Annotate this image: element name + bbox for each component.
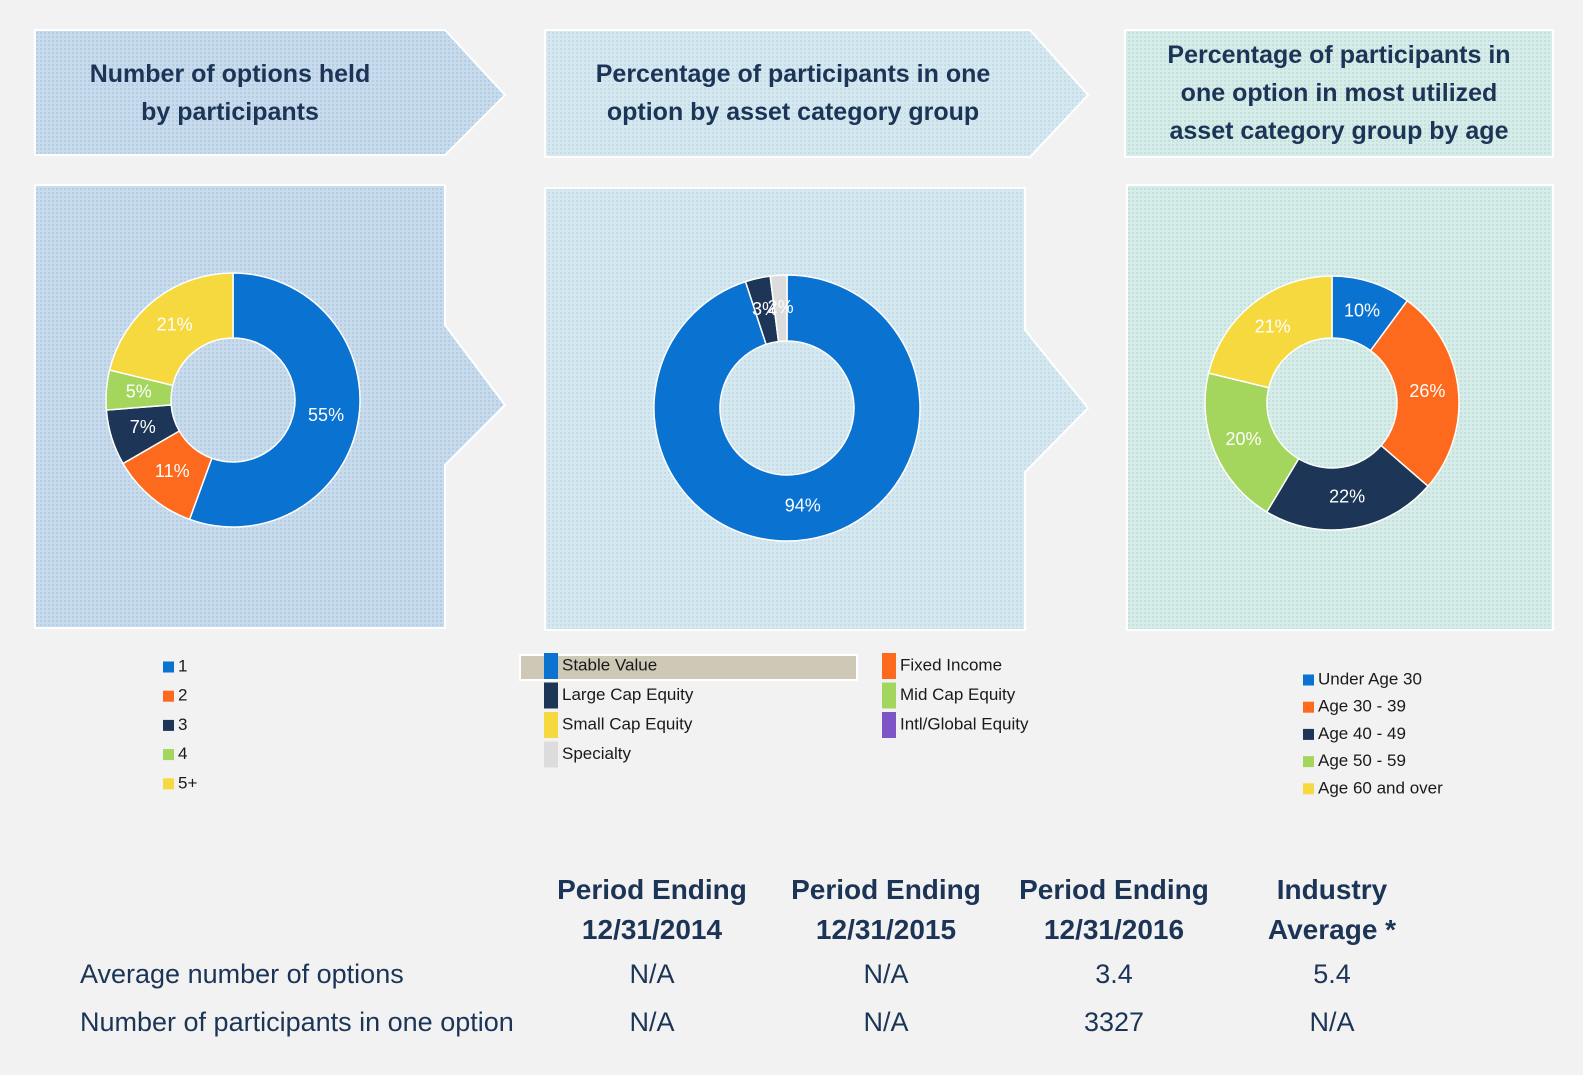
table-cell: N/A [863,959,908,989]
legend-label: Large Cap Equity [562,685,694,704]
data-label: 21% [1255,316,1291,336]
donut-slice [1207,275,1333,389]
legend-swatch [544,712,558,738]
data-label: 94% [785,495,821,515]
table-header: Period Ending 12/31/2014 [557,874,747,945]
legend-swatch [163,661,174,673]
row-label: Number of participants in one option [80,1007,514,1037]
legend-swatch [163,719,174,731]
legend-swatch [1303,728,1314,740]
donut-slice [653,274,921,542]
legend-swatch [882,682,896,709]
banner [34,29,507,156]
donut-slice [1265,444,1430,531]
legend-label: Intl/Global Equity [900,714,1029,733]
data-label: 7% [130,417,156,437]
legend-swatch [544,682,558,709]
banner [1124,29,1554,158]
chart-title: Percentage of participants in one option … [1167,41,1510,145]
data-label: 55% [308,405,344,425]
table-cell: N/A [629,1007,674,1037]
legend-label: 1 [178,656,187,675]
legend-label: 4 [178,744,187,763]
legend-swatch [882,712,896,738]
legend-label: 3 [178,715,187,734]
donut-slice [1369,299,1460,488]
legend-swatch [1303,783,1314,795]
donut-slice [769,274,788,343]
legend-label: Age 60 and over [1318,778,1443,797]
table-cell: 3.4 [1095,959,1133,989]
table-header: Period Ending 12/31/2015 [791,874,981,945]
legend-swatch [544,653,558,679]
legend-swatch [163,778,174,790]
data-label: 20% [1225,429,1261,449]
table-cell: N/A [863,1007,908,1037]
data-label: 22% [1329,487,1365,507]
legend-label: Age 40 - 49 [1318,724,1406,743]
chart-title: Percentage of participants in one option … [596,60,991,126]
table-cell: N/A [629,959,674,989]
legend-label: Small Cap Equity [562,714,693,733]
panel [1126,184,1554,631]
table-header: Period Ending 12/31/2016 [1019,874,1209,945]
table-cell: 3327 [1084,1007,1144,1037]
data-label: 3% [752,299,778,319]
legend-swatch [163,690,174,702]
legend-label: Age 50 - 59 [1318,751,1406,770]
legend-label: Stable Value [562,655,657,674]
legend-highlight [519,654,858,681]
legend-swatch [1303,674,1314,686]
banner [544,29,1090,158]
table-cell: N/A [1309,1007,1354,1037]
table-cell: 5.4 [1313,959,1351,989]
legend-swatch [1303,756,1314,768]
data-label: 10% [1344,301,1380,321]
legend-label: Age 30 - 39 [1318,697,1406,716]
legend-label: Mid Cap Equity [900,685,1016,704]
data-label: 2% [768,297,794,317]
legend-swatch [1303,701,1314,713]
data-label: 5% [126,381,152,401]
row-label: Average number of options [80,959,404,989]
data-label: 21% [157,314,193,334]
legend-swatch [163,749,174,761]
chart-title: Number of options held by participants [90,60,371,126]
donut-slice [188,272,361,528]
legend-swatch [544,741,558,768]
legend-label: Under Age 30 [1318,669,1422,688]
donut-slice [108,272,234,387]
donut-slice [1204,372,1300,513]
legend-label: 5+ [178,773,197,792]
data-label: 11% [155,461,190,481]
data-label: 26% [1409,381,1445,401]
legend-label: Specialty [562,744,631,763]
panel [34,184,507,629]
table-header: Industry Average * [1268,874,1396,945]
legend-label: Fixed Income [900,655,1002,674]
legend-label: 2 [178,686,187,705]
panel [544,187,1090,631]
legend-swatch [882,653,896,679]
